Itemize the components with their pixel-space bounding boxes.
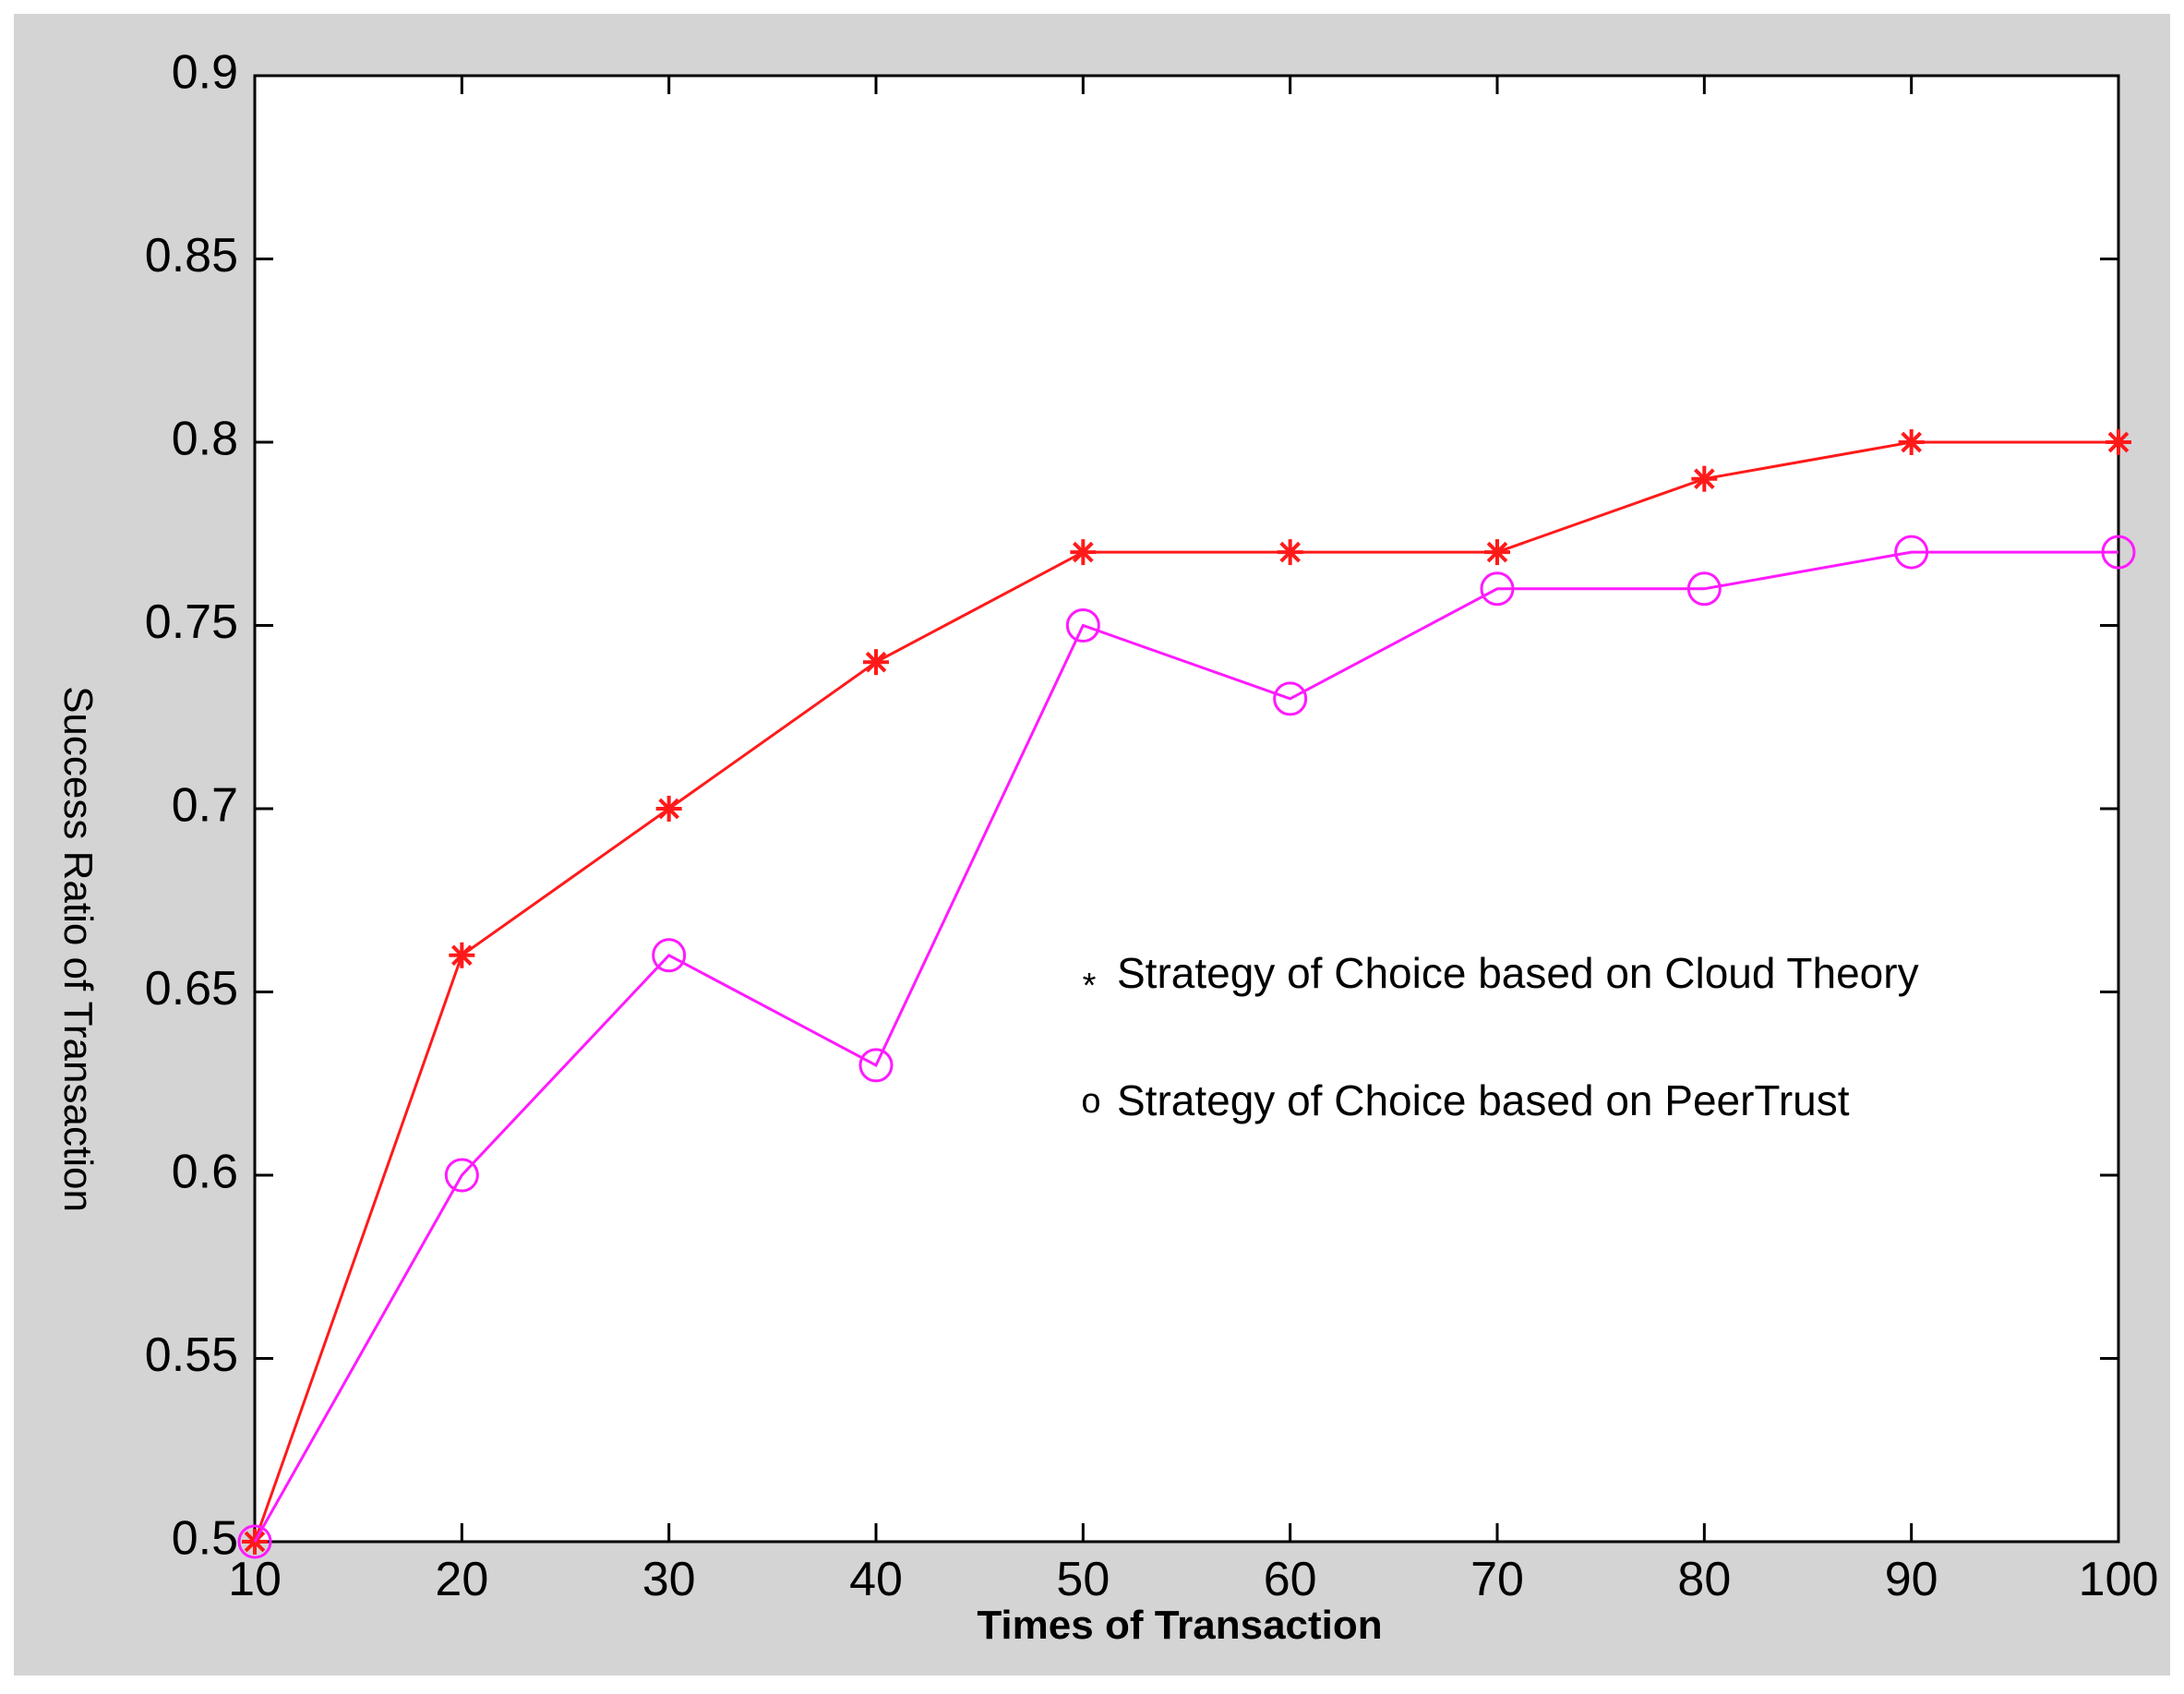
x-tick-label: 80: [1677, 1553, 1731, 1606]
y-tick-label: 0.6: [172, 1146, 238, 1199]
x-tick-label: 70: [1470, 1553, 1524, 1606]
x-axis-label: Times of Transaction: [977, 1603, 1382, 1648]
star-stroke: [451, 944, 473, 967]
y-tick-label: 0.85: [145, 229, 238, 282]
data-point: [1065, 608, 1100, 643]
data-point: [449, 942, 475, 968]
x-tick-label: 10: [228, 1553, 282, 1606]
data-point: [1480, 571, 1515, 607]
star-stroke: [2107, 431, 2130, 453]
y-tick-label: 0.9: [172, 46, 238, 100]
legend-label-peertrust: Strategy of Choice based on PeerTrust: [1117, 1076, 1850, 1124]
x-tick-label: 90: [1885, 1553, 1938, 1606]
y-tick-label: 0.55: [145, 1328, 238, 1382]
legend-label-cloud-theory: Strategy of Choice based on Cloud Theory: [1117, 949, 1919, 997]
data-point: [237, 1524, 272, 1559]
x-tick-label: 50: [1056, 1553, 1110, 1606]
x-tick-label: 100: [2079, 1553, 2159, 1606]
plot-frame: [253, 74, 2120, 1544]
x-tick-label: 60: [1264, 1553, 1317, 1606]
series-layer: [237, 429, 2136, 1559]
star-stroke: [1486, 541, 1508, 563]
x-tick-label: 40: [849, 1553, 903, 1606]
y-tick-label: 0.75: [145, 595, 238, 649]
x-axis: 10 20 30 40 50 60 70 80 90 100: [228, 76, 2158, 1606]
plot-area: [255, 76, 2118, 1542]
data-point: [858, 1048, 894, 1083]
star-stroke: [658, 798, 679, 820]
data-point: [1691, 465, 1718, 492]
data-point: [863, 649, 889, 676]
x-tick-label: 20: [435, 1553, 488, 1606]
series-line: [253, 550, 2118, 1543]
data-point: [1273, 681, 1308, 716]
series-cloud-theory: [242, 429, 2131, 1555]
data-point: [652, 938, 687, 973]
y-tick-label: 0.5: [172, 1512, 238, 1566]
y-tick-label: 0.65: [145, 962, 238, 1015]
legend-box: [1052, 932, 2068, 1145]
data-point: [2101, 535, 2136, 570]
series-peertrust: [237, 535, 2136, 1559]
y-tick-label: 0.7: [172, 779, 238, 833]
data-point: [1277, 539, 1303, 566]
star-stroke: [1073, 541, 1094, 563]
star-stroke: [865, 651, 887, 673]
legend-symbol-cloud-theory: *: [1083, 967, 1097, 1005]
data-point: [444, 1158, 479, 1193]
legend-symbol-peertrust: o: [1081, 1082, 1100, 1121]
star-stroke: [1279, 541, 1301, 563]
y-axis: 0.5 0.55 0.6 0.65 0.7 0.75 0.8 0.85 0.9: [145, 46, 2118, 1566]
data-point: [1484, 539, 1510, 566]
data-point: [1894, 535, 1929, 570]
series-line: [253, 440, 2118, 1543]
x-tick-label: 30: [642, 1553, 696, 1606]
y-tick-label: 0.8: [172, 413, 238, 466]
y-axis-label: Success Ratio of Transaction: [55, 686, 101, 1212]
legend: * Strategy of Choice based on Cloud Theo…: [1052, 932, 2068, 1145]
data-point: [655, 796, 682, 822]
data-point: [1070, 539, 1097, 566]
star-stroke: [1901, 431, 1922, 453]
data-point: [1898, 429, 1925, 455]
star-stroke: [1694, 468, 1715, 490]
data-point: [1686, 571, 1722, 607]
data-point: [2106, 429, 2131, 455]
